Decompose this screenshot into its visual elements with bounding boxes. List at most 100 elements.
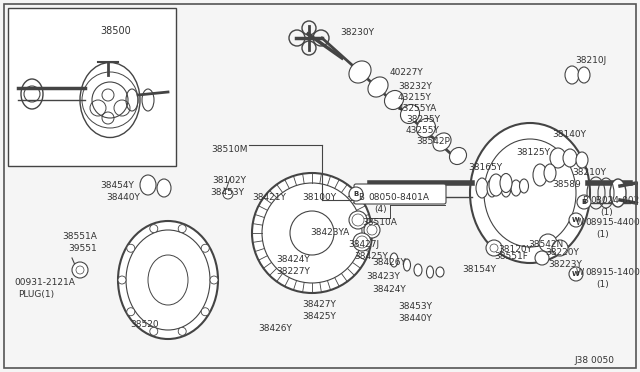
- Text: 38427J: 38427J: [348, 240, 379, 249]
- Text: 38425Y: 38425Y: [354, 252, 388, 261]
- Circle shape: [150, 225, 158, 232]
- Text: 38453Y: 38453Y: [398, 302, 432, 311]
- Text: 38102Y: 38102Y: [212, 176, 246, 185]
- Text: 38423Y: 38423Y: [366, 272, 400, 281]
- Ellipse shape: [563, 149, 577, 167]
- Text: 39551: 39551: [68, 244, 97, 253]
- Ellipse shape: [511, 180, 521, 196]
- Text: W: W: [576, 268, 584, 277]
- Text: 38520: 38520: [130, 320, 159, 329]
- Ellipse shape: [501, 179, 511, 197]
- Ellipse shape: [403, 259, 410, 271]
- Text: W: W: [576, 218, 584, 227]
- Text: 38424Y: 38424Y: [372, 285, 406, 294]
- Text: PLUG(1): PLUG(1): [18, 290, 54, 299]
- Ellipse shape: [349, 61, 371, 83]
- Ellipse shape: [426, 266, 433, 278]
- Text: 38454Y: 38454Y: [100, 181, 134, 190]
- Circle shape: [364, 222, 380, 238]
- Text: B: B: [358, 193, 364, 202]
- Text: 38589: 38589: [552, 180, 580, 189]
- Text: 38140Y: 38140Y: [552, 130, 586, 139]
- Ellipse shape: [414, 264, 422, 276]
- Ellipse shape: [385, 90, 403, 109]
- Text: 38232Y: 38232Y: [398, 82, 432, 91]
- Ellipse shape: [449, 147, 467, 164]
- Circle shape: [127, 244, 135, 252]
- Text: 43255YA: 43255YA: [398, 104, 437, 113]
- Ellipse shape: [550, 148, 566, 168]
- Ellipse shape: [433, 133, 451, 151]
- Ellipse shape: [436, 267, 444, 277]
- Ellipse shape: [157, 179, 171, 197]
- Text: 38220Y: 38220Y: [545, 248, 579, 257]
- Text: 38235Y: 38235Y: [406, 115, 440, 124]
- Text: 38453Y: 38453Y: [210, 188, 244, 197]
- Ellipse shape: [401, 105, 419, 124]
- Text: 38230Y: 38230Y: [340, 28, 374, 37]
- Ellipse shape: [533, 164, 547, 186]
- Text: 43255Y: 43255Y: [406, 126, 440, 135]
- Text: 38440Y: 38440Y: [398, 314, 432, 323]
- Text: 08050-8401A: 08050-8401A: [368, 193, 429, 202]
- Circle shape: [577, 195, 591, 209]
- FancyBboxPatch shape: [354, 184, 446, 204]
- Text: (4): (4): [374, 205, 387, 214]
- Circle shape: [486, 240, 502, 256]
- Text: 38100Y: 38100Y: [302, 193, 336, 202]
- Text: 38210J: 38210J: [575, 56, 606, 65]
- Text: 38425Y: 38425Y: [302, 312, 336, 321]
- Ellipse shape: [417, 119, 435, 138]
- Ellipse shape: [576, 152, 588, 168]
- Ellipse shape: [140, 175, 156, 195]
- Circle shape: [150, 327, 158, 335]
- Text: 38510A: 38510A: [362, 218, 397, 227]
- Text: 08915-44000: 08915-44000: [585, 218, 640, 227]
- Circle shape: [178, 225, 186, 232]
- Circle shape: [201, 244, 209, 252]
- Text: 38210Y: 38210Y: [572, 168, 606, 177]
- Circle shape: [118, 276, 126, 284]
- Text: 38427Y: 38427Y: [302, 300, 336, 309]
- Text: (1): (1): [600, 208, 612, 217]
- Text: 38426Y: 38426Y: [372, 258, 406, 267]
- Text: 43215Y: 43215Y: [398, 93, 432, 102]
- Bar: [8, 8, 176, 166]
- Text: 38165Y: 38165Y: [468, 163, 502, 172]
- Ellipse shape: [565, 66, 579, 84]
- Circle shape: [569, 267, 583, 281]
- Text: 38510M: 38510M: [211, 145, 248, 154]
- Circle shape: [210, 276, 218, 284]
- Text: (1): (1): [596, 280, 609, 289]
- Ellipse shape: [487, 179, 497, 197]
- Circle shape: [349, 211, 367, 229]
- Ellipse shape: [578, 67, 590, 83]
- Text: 38542P: 38542P: [416, 137, 450, 146]
- Text: 40227Y: 40227Y: [390, 68, 424, 77]
- Text: 00931-2121A: 00931-2121A: [14, 278, 75, 287]
- Text: 38223Y: 38223Y: [548, 260, 582, 269]
- Text: W: W: [572, 271, 580, 277]
- Ellipse shape: [610, 179, 626, 207]
- Circle shape: [349, 187, 363, 201]
- Text: B: B: [581, 199, 587, 205]
- Ellipse shape: [500, 173, 512, 192]
- Text: 38440Y: 38440Y: [106, 193, 140, 202]
- Ellipse shape: [544, 164, 556, 182]
- Circle shape: [539, 234, 557, 252]
- Circle shape: [569, 213, 583, 227]
- Circle shape: [178, 327, 186, 335]
- Text: 0B024-0021A: 0B024-0021A: [590, 196, 640, 205]
- Text: 38120Y: 38120Y: [498, 245, 532, 254]
- Text: 38551A: 38551A: [62, 232, 97, 241]
- Text: 08915-14000: 08915-14000: [585, 268, 640, 277]
- Ellipse shape: [489, 174, 503, 196]
- Ellipse shape: [470, 123, 590, 263]
- Text: 38227Y: 38227Y: [276, 267, 310, 276]
- Circle shape: [72, 262, 88, 278]
- Circle shape: [353, 233, 371, 251]
- Text: (1): (1): [596, 230, 609, 239]
- Text: 38424Y: 38424Y: [276, 255, 310, 264]
- Circle shape: [535, 251, 549, 265]
- Text: 38154Y: 38154Y: [462, 265, 496, 274]
